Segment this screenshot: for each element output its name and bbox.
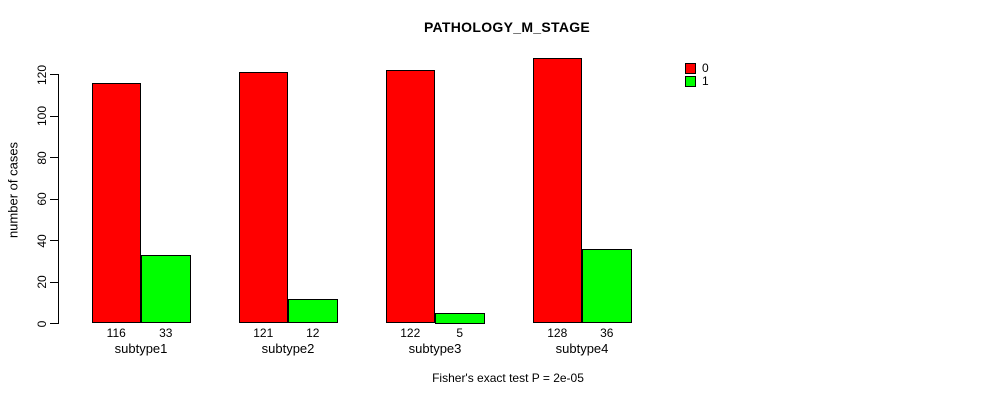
- chart-title: PATHOLOGY_M_STAGE: [423, 19, 591, 35]
- bar-subtype2-1: [288, 298, 338, 324]
- legend-item-1: 1: [685, 74, 709, 88]
- y-tick-label: 100: [35, 105, 49, 127]
- bar-subtype4-0: [532, 57, 582, 324]
- x-category-label-subtype4: subtype4: [555, 341, 609, 356]
- bar-subtype3-1: [435, 313, 485, 324]
- bar-value-label-subtype3-0: 122: [400, 326, 421, 340]
- bar-subtype1-1: [141, 255, 191, 324]
- y-tick-mark: [50, 323, 58, 324]
- legend: 0 1: [685, 61, 709, 89]
- bar-value-label-subtype2-1: 12: [306, 326, 320, 340]
- y-tick-label: 20: [35, 275, 49, 289]
- y-tick-mark: [50, 74, 58, 75]
- legend-swatch-green: [685, 76, 696, 87]
- bar-value-label-subtype2-0: 121: [253, 326, 274, 340]
- bar-value-label-subtype4-0: 128: [547, 326, 568, 340]
- y-tick-mark: [50, 240, 58, 241]
- bar-value-label-subtype1-1: 33: [159, 326, 173, 340]
- bar-value-label-subtype4-1: 36: [600, 326, 614, 340]
- y-axis-title: number of cases: [5, 141, 21, 239]
- bar-subtype2-0: [238, 72, 288, 324]
- bar-subtype1-0: [91, 82, 141, 324]
- bar-subtype3-0: [385, 70, 435, 324]
- x-category-label-subtype3: subtype3: [408, 341, 462, 356]
- y-tick-label: 80: [35, 150, 49, 165]
- bar-value-label-subtype3-1: 5: [456, 326, 464, 340]
- bar-subtype4-1: [582, 248, 632, 324]
- y-tick-mark: [50, 115, 58, 117]
- annotation-text: Fisher's exact test P = 2e-05: [432, 371, 584, 385]
- legend-swatch-red: [685, 63, 696, 74]
- legend-item-0: 0: [685, 61, 709, 75]
- y-tick-label: 120: [35, 64, 49, 85]
- y-tick-mark: [50, 157, 58, 158]
- y-axis-line: [58, 74, 59, 324]
- y-tick-mark: [50, 281, 58, 283]
- y-tick-label: 40: [35, 233, 49, 248]
- x-category-label-subtype2: subtype2: [261, 341, 315, 356]
- legend-label-1: 1: [702, 74, 709, 88]
- y-tick-label: 60: [35, 192, 49, 206]
- y-tick-label: 0: [35, 320, 49, 327]
- legend-label-0: 0: [702, 61, 709, 75]
- bar-value-label-subtype1-0: 116: [106, 326, 126, 340]
- y-tick-mark: [50, 198, 58, 200]
- x-category-label-subtype1: subtype1: [114, 341, 168, 356]
